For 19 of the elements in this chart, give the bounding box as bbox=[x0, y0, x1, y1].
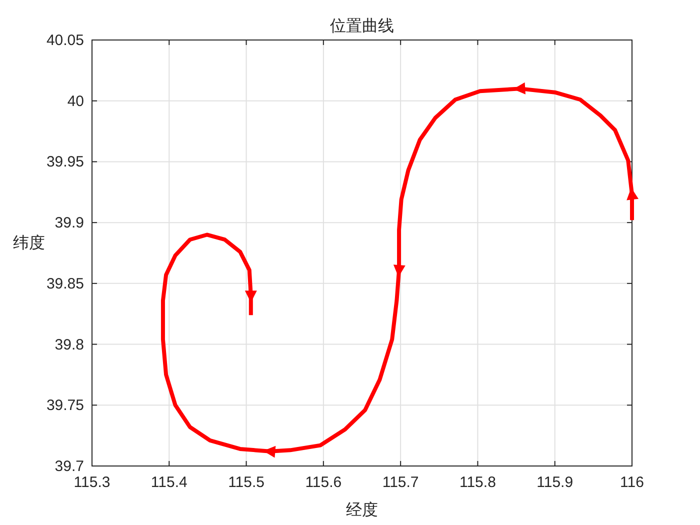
y-tick-label: 40.05 bbox=[46, 32, 84, 49]
y-tick-label: 39.85 bbox=[46, 275, 84, 292]
y-tick-label: 39.75 bbox=[46, 397, 84, 414]
x-tick-label: 115.5 bbox=[228, 474, 265, 491]
y-tick-label: 39.8 bbox=[54, 336, 84, 354]
y-tick-label: 39.9 bbox=[54, 214, 84, 232]
x-tick-label: 115.6 bbox=[305, 474, 342, 491]
x-tick-label: 115.9 bbox=[536, 474, 574, 491]
chart-title: 位置曲线 bbox=[330, 17, 394, 35]
x-tick-label: 115.4 bbox=[150, 474, 188, 491]
x-tick-label: 115.8 bbox=[459, 474, 496, 491]
x-tick-label: 116 bbox=[620, 474, 644, 491]
y-tick-label: 39.7 bbox=[54, 458, 84, 475]
y-axis-title: 纬度 bbox=[13, 234, 45, 252]
x-axis-title: 经度 bbox=[346, 501, 378, 519]
y-tick-label: 40 bbox=[67, 92, 84, 110]
x-tick-label: 115.3 bbox=[74, 474, 110, 491]
y-tick-label: 39.95 bbox=[46, 154, 84, 171]
x-tick-label: 115.7 bbox=[382, 474, 419, 491]
